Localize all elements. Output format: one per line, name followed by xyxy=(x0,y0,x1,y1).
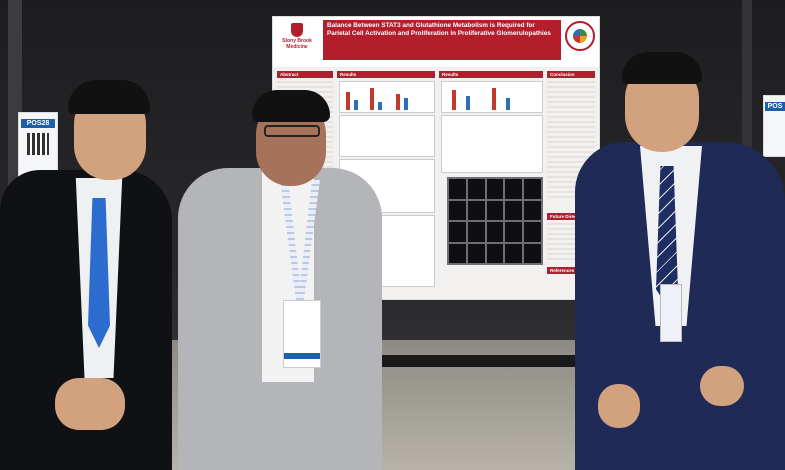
figure-line-plots xyxy=(441,115,543,173)
figure-bars-1 xyxy=(339,81,435,113)
person-right-badge xyxy=(660,284,682,342)
person-middle-badge xyxy=(283,300,321,368)
poster-code-right: POS xyxy=(765,102,785,111)
shield-icon xyxy=(291,23,303,37)
section-references: References xyxy=(547,267,595,274)
section-abstract: Abstract xyxy=(277,71,333,78)
poster-title-band: Balance Between STAT3 and Glutathione Me… xyxy=(323,20,561,60)
person-middle-hair xyxy=(252,90,330,122)
poster-number-sign-right: POS xyxy=(763,95,785,157)
society-logo-icon xyxy=(565,21,595,51)
poster-code-left: POS28 xyxy=(21,119,55,128)
figure-bars-3 xyxy=(441,81,543,113)
person-right-hair xyxy=(622,52,702,84)
institution-logo: Stony Brook Medicine xyxy=(275,23,319,50)
microscopy-grid xyxy=(447,177,543,265)
glasses-icon xyxy=(264,125,320,137)
figure-western-blot xyxy=(339,115,435,157)
person-right-hand-left xyxy=(598,384,640,428)
section-future-directions: Future Directions xyxy=(547,213,595,220)
section-conclusion: Conclusion xyxy=(547,71,595,78)
qr-code-left xyxy=(27,133,49,155)
section-results-1: Results xyxy=(337,71,435,78)
person-left-tie xyxy=(88,198,110,348)
person-right-hand-right xyxy=(700,366,744,406)
poster-header: Stony Brook Medicine Balance Between STA… xyxy=(273,17,599,67)
person-right-tie xyxy=(656,166,678,306)
institution-name: Stony Brook Medicine xyxy=(282,38,312,50)
person-left-hair xyxy=(68,80,150,114)
person-left-hands xyxy=(55,378,125,430)
poster-title: Balance Between STAT3 and Glutathione Me… xyxy=(327,22,551,37)
section-results-2: Results xyxy=(439,71,543,78)
